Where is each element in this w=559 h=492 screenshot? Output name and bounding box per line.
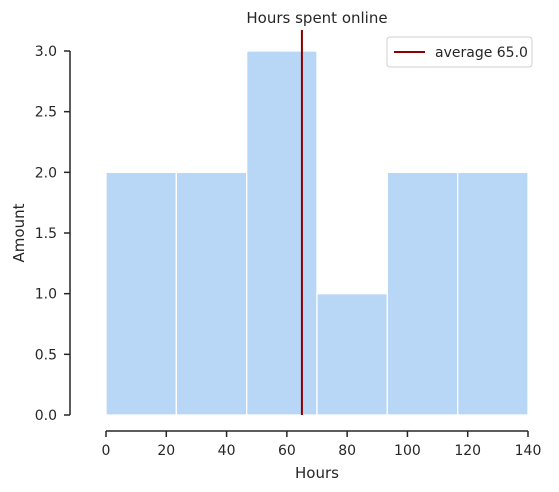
x-tick-label-6: 120 xyxy=(454,443,481,459)
bars-group xyxy=(105,50,529,416)
legend: average 65.0 xyxy=(386,36,533,68)
legend-label-average: average 65.0 xyxy=(435,45,528,61)
y-axis-label: Amount xyxy=(10,203,28,262)
x-axis: 0 20 40 60 80 100 120 140 xyxy=(102,430,542,459)
y-tick-label-3: 1.5 xyxy=(35,226,57,242)
histogram-bar-4 xyxy=(386,171,459,416)
x-tick-label-1: 20 xyxy=(157,443,175,459)
histogram-bar-2 xyxy=(246,50,318,416)
x-tick-label-3: 60 xyxy=(278,443,296,459)
x-tick-label-2: 40 xyxy=(218,443,236,459)
x-tick-label-5: 100 xyxy=(394,443,421,459)
y-axis: 0.0 0.5 1.0 1.5 2.0 2.5 3.0 xyxy=(35,44,71,424)
chart-title: Hours spent online xyxy=(246,9,387,27)
y-tick-label-1: 0.5 xyxy=(35,347,57,363)
x-tick-label-0: 0 xyxy=(102,443,111,459)
x-tick-label-4: 80 xyxy=(338,443,356,459)
x-axis-label: Hours xyxy=(295,464,339,482)
legend-box xyxy=(386,36,533,68)
y-tick-label-4: 2.0 xyxy=(35,165,57,181)
histogram-bar-3 xyxy=(316,293,388,416)
y-tick-label-0: 0.0 xyxy=(35,408,57,424)
histogram-bar-1 xyxy=(175,171,248,416)
x-tick-label-7: 140 xyxy=(515,443,542,459)
histogram-bar-0 xyxy=(105,171,177,416)
y-tick-label-6: 3.0 xyxy=(35,44,57,60)
histogram-bar-5 xyxy=(457,171,529,416)
y-tick-label-5: 2.5 xyxy=(35,105,57,121)
y-tick-label-2: 1.0 xyxy=(35,287,57,303)
